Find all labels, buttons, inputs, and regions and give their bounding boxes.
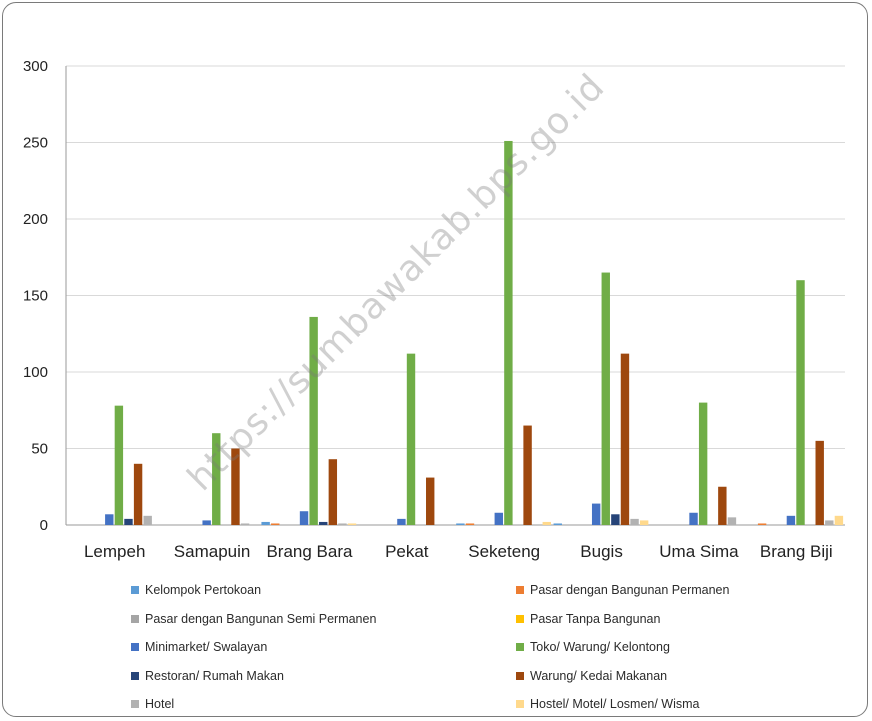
bar <box>299 511 309 525</box>
bar <box>114 405 124 525</box>
y-tick-label: 0 <box>40 517 48 534</box>
x-tick-label: Brang Bara <box>266 542 353 561</box>
bar <box>231 448 240 525</box>
bar <box>133 463 143 525</box>
bar <box>202 520 211 525</box>
x-axis-ticks: Lempeh Samapuin Brang Bara Pekat Seketeng Bug… <box>84 542 833 561</box>
bar <box>542 521 551 525</box>
bar <box>698 402 708 525</box>
bar <box>786 515 796 525</box>
y-tick-label: 100 <box>23 364 48 381</box>
bar <box>456 523 465 525</box>
bar <box>553 523 562 525</box>
bar <box>601 272 610 525</box>
x-tick-label: Bugis <box>580 542 623 561</box>
y-tick-label: 50 <box>31 441 48 458</box>
x-tick-label: Brang Biji <box>760 542 833 561</box>
bar <box>620 353 630 525</box>
bar <box>834 515 844 525</box>
bar <box>261 521 270 525</box>
bar <box>689 512 698 525</box>
bar <box>124 518 133 525</box>
bar <box>212 433 221 525</box>
y-axis-ticks: 0 50 100 150 200 250 300 <box>23 58 48 534</box>
y-tick-label: 250 <box>23 135 48 152</box>
bar <box>240 523 250 525</box>
x-tick-label: Pekat <box>385 542 429 561</box>
bar <box>727 517 737 525</box>
bar <box>328 459 338 525</box>
x-tick-label: Samapuin <box>174 542 251 561</box>
bar <box>815 440 824 525</box>
bar <box>406 353 416 525</box>
bar <box>504 140 513 525</box>
bar <box>319 521 328 525</box>
y-tick-label: 200 <box>23 211 48 228</box>
bars <box>105 140 844 525</box>
bar <box>143 515 152 525</box>
bar <box>338 523 347 525</box>
bar <box>465 523 475 525</box>
bar <box>757 523 767 525</box>
y-tick-label: 300 <box>23 58 48 75</box>
x-tick-label: Seketeng <box>468 542 540 561</box>
gridlines <box>66 65 845 526</box>
bar <box>494 512 503 525</box>
x-tick-label: Uma Sima <box>659 542 739 561</box>
bar <box>611 514 620 525</box>
bar <box>426 477 435 525</box>
bar <box>523 425 532 525</box>
y-tick-label: 150 <box>23 288 48 305</box>
bar <box>796 280 805 525</box>
bar <box>347 523 357 525</box>
bar <box>825 520 834 525</box>
x-tick-label: Lempeh <box>84 542 145 561</box>
bar <box>271 523 280 525</box>
bar <box>397 518 406 525</box>
bar <box>639 520 649 525</box>
bar <box>591 503 601 525</box>
bar <box>718 486 727 525</box>
bar <box>105 514 114 525</box>
bar <box>309 316 318 525</box>
bar <box>630 518 639 525</box>
